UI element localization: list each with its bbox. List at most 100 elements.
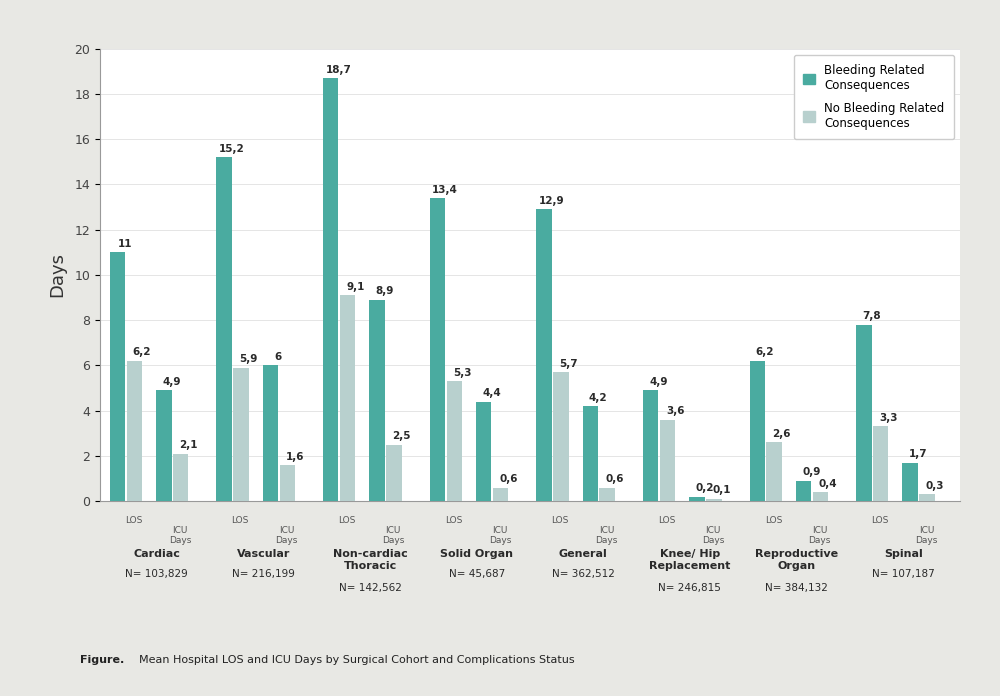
- Bar: [173, 454, 188, 501]
- Text: Reproductive
Organ: Reproductive Organ: [755, 548, 838, 571]
- Legend: Bleeding Related
Consequences, No Bleeding Related
Consequences: Bleeding Related Consequences, No Bleedi…: [794, 54, 954, 139]
- Text: N= 103,829: N= 103,829: [125, 569, 188, 579]
- Bar: [873, 427, 888, 501]
- Text: 11: 11: [118, 239, 133, 249]
- Text: 5,9: 5,9: [240, 354, 258, 364]
- Text: 6: 6: [275, 352, 282, 362]
- Text: LOS: LOS: [125, 516, 142, 525]
- Text: 7,8: 7,8: [862, 311, 881, 322]
- Bar: [476, 402, 491, 501]
- Bar: [493, 487, 508, 501]
- Bar: [902, 463, 918, 501]
- Text: Solid Organ: Solid Organ: [440, 548, 513, 559]
- Text: ICU
Days: ICU Days: [915, 526, 938, 546]
- Text: 0,2: 0,2: [695, 483, 714, 493]
- Text: 4,9: 4,9: [162, 377, 181, 387]
- Bar: [430, 198, 445, 501]
- Bar: [340, 295, 355, 501]
- Text: 2,6: 2,6: [773, 429, 791, 439]
- Text: LOS: LOS: [658, 516, 675, 525]
- Bar: [813, 492, 828, 501]
- Text: Vascular: Vascular: [237, 548, 290, 559]
- Bar: [660, 420, 675, 501]
- Text: ICU
Days: ICU Days: [275, 526, 298, 546]
- Text: LOS: LOS: [871, 516, 889, 525]
- Bar: [323, 78, 338, 501]
- Bar: [386, 445, 402, 501]
- Text: 3,3: 3,3: [879, 413, 898, 423]
- Text: ICU
Days: ICU Days: [489, 526, 511, 546]
- Text: N= 384,132: N= 384,132: [765, 583, 828, 592]
- Bar: [553, 372, 569, 501]
- Text: 5,3: 5,3: [453, 368, 471, 378]
- Bar: [796, 481, 811, 501]
- Text: 5,7: 5,7: [559, 359, 578, 369]
- Text: 12,9: 12,9: [539, 196, 565, 206]
- Bar: [599, 487, 615, 501]
- Text: ICU
Days: ICU Days: [702, 526, 724, 546]
- Bar: [156, 390, 172, 501]
- Text: N= 362,512: N= 362,512: [552, 569, 615, 579]
- Bar: [263, 365, 278, 501]
- Bar: [127, 361, 142, 501]
- Text: 2,1: 2,1: [179, 441, 198, 450]
- Text: 9,1: 9,1: [346, 282, 365, 292]
- Text: 2,5: 2,5: [392, 432, 411, 441]
- Text: General: General: [559, 548, 608, 559]
- Text: ICU
Days: ICU Days: [169, 526, 191, 546]
- Bar: [536, 209, 552, 501]
- Text: Non-cardiac
Thoracic: Non-cardiac Thoracic: [333, 548, 407, 571]
- Text: N= 45,687: N= 45,687: [449, 569, 505, 579]
- Text: Spinal: Spinal: [884, 548, 923, 559]
- Bar: [233, 367, 249, 501]
- Text: LOS: LOS: [338, 516, 356, 525]
- Text: 0,3: 0,3: [925, 481, 944, 491]
- Text: Knee/ Hip
Replacement: Knee/ Hip Replacement: [649, 548, 731, 571]
- Text: N= 142,562: N= 142,562: [339, 583, 402, 592]
- Text: Figure.: Figure.: [80, 655, 124, 665]
- Text: LOS: LOS: [445, 516, 462, 525]
- Bar: [369, 300, 385, 501]
- Text: Cardiac: Cardiac: [133, 548, 180, 559]
- Text: 0,9: 0,9: [802, 468, 820, 477]
- Text: 18,7: 18,7: [326, 65, 351, 74]
- Text: LOS: LOS: [232, 516, 249, 525]
- Text: 1,7: 1,7: [909, 450, 927, 459]
- Text: 0,4: 0,4: [819, 479, 837, 489]
- Text: Mean Hospital LOS and ICU Days by Surgical Cohort and Complications Status: Mean Hospital LOS and ICU Days by Surgic…: [132, 655, 575, 665]
- Text: 0,6: 0,6: [606, 474, 624, 484]
- Text: N= 107,187: N= 107,187: [872, 569, 935, 579]
- Bar: [280, 465, 295, 501]
- Text: 1,6: 1,6: [286, 452, 304, 461]
- Text: N= 246,815: N= 246,815: [658, 583, 721, 592]
- Text: 13,4: 13,4: [432, 184, 458, 195]
- Text: N= 216,199: N= 216,199: [232, 569, 295, 579]
- Text: 3,6: 3,6: [666, 406, 684, 416]
- Bar: [583, 406, 598, 501]
- Bar: [856, 324, 872, 501]
- Text: 6,2: 6,2: [133, 347, 151, 358]
- Bar: [447, 381, 462, 501]
- Bar: [643, 390, 658, 501]
- Text: LOS: LOS: [551, 516, 569, 525]
- Text: 15,2: 15,2: [219, 144, 245, 154]
- Text: 8,9: 8,9: [376, 287, 394, 296]
- Text: 4,2: 4,2: [589, 393, 607, 403]
- Bar: [110, 252, 125, 501]
- Text: 0,1: 0,1: [712, 486, 731, 496]
- Text: 4,4: 4,4: [482, 388, 501, 398]
- Text: 0,6: 0,6: [499, 474, 518, 484]
- Bar: [216, 157, 232, 501]
- Y-axis label: Days: Days: [48, 253, 66, 297]
- Bar: [750, 361, 765, 501]
- Text: ICU
Days: ICU Days: [595, 526, 618, 546]
- Bar: [706, 499, 722, 501]
- Text: ICU
Days: ICU Days: [809, 526, 831, 546]
- Bar: [689, 497, 705, 501]
- Bar: [766, 443, 782, 501]
- Text: LOS: LOS: [765, 516, 782, 525]
- Text: 6,2: 6,2: [756, 347, 774, 358]
- Text: ICU
Days: ICU Days: [382, 526, 404, 546]
- Text: 4,9: 4,9: [649, 377, 668, 387]
- Bar: [919, 494, 935, 501]
